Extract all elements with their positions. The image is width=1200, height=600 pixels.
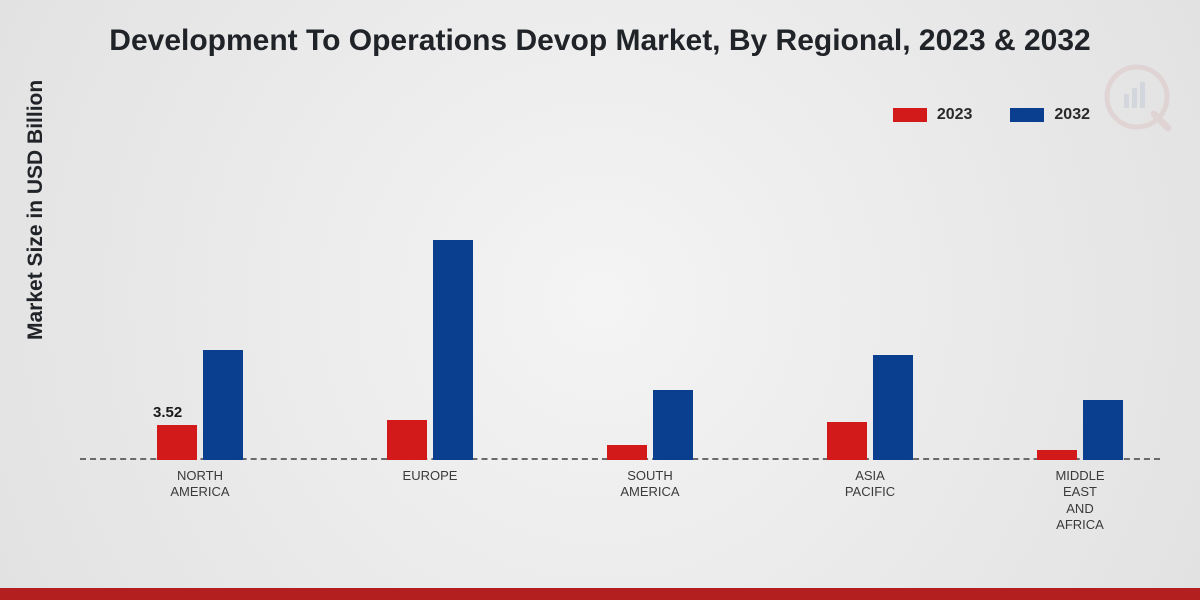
bar-2023 (1037, 450, 1077, 460)
legend-item-2032: 2032 (1010, 106, 1090, 124)
bar-value-label: 3.52 (153, 404, 182, 421)
x-axis-label: MIDDLE EAST AND AFRICA (1020, 468, 1140, 533)
bar-2032 (433, 240, 473, 460)
plot-area: 3.52 (80, 160, 1160, 460)
bar-group (607, 390, 693, 460)
legend-label-2032: 2032 (1054, 106, 1090, 124)
legend-item-2023: 2023 (893, 106, 973, 124)
y-axis-label: Market Size in USD Billion (24, 80, 48, 340)
bar-2023 (827, 422, 867, 460)
watermark-logo (1102, 62, 1172, 132)
x-axis-label: ASIA PACIFIC (810, 468, 930, 501)
bar-2032 (203, 350, 243, 460)
bar-2023 (607, 445, 647, 460)
bar-group (827, 355, 913, 460)
x-axis-label: NORTH AMERICA (140, 468, 260, 501)
legend-swatch-2023 (893, 108, 927, 122)
legend-label-2023: 2023 (937, 106, 973, 124)
chart-title: Development To Operations Devop Market, … (0, 24, 1200, 58)
bar-2032 (873, 355, 913, 460)
bar-2032 (653, 390, 693, 460)
bar-2023 (157, 425, 197, 460)
legend-swatch-2032 (1010, 108, 1044, 122)
bar-2032 (1083, 400, 1123, 460)
x-axis-label: SOUTH AMERICA (590, 468, 710, 501)
legend: 2023 2032 (893, 106, 1090, 124)
footer-bar (0, 588, 1200, 600)
bar-group (1037, 400, 1123, 460)
bar-group (387, 240, 473, 460)
bar-2023 (387, 420, 427, 460)
x-axis-labels: NORTH AMERICA EUROPE SOUTH AMERICA ASIA PAC… (80, 468, 1160, 548)
x-axis-label: EUROPE (370, 468, 490, 484)
